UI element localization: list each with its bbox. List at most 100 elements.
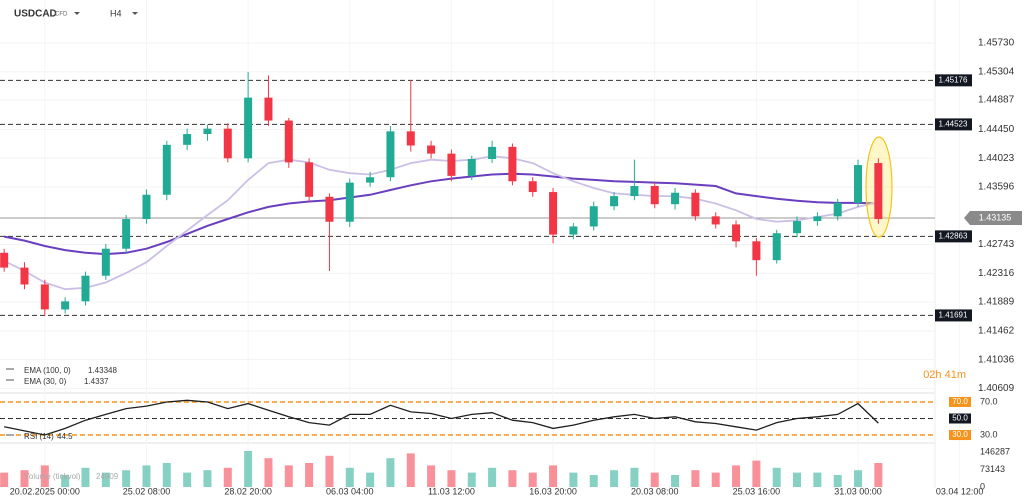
symbol[interactable]: USDCAD [14,9,57,20]
candle-body [467,159,476,176]
level-label-box [935,230,972,243]
volume-bar [671,475,680,487]
rsi-level-box [949,396,971,407]
volume-bar [508,470,517,487]
candle-body [813,216,822,222]
candle-body [793,221,802,234]
x-tick-label: 25.02 08:00 [123,486,171,496]
candle-body [427,145,436,154]
volume-bar [610,470,619,487]
legend-value: 1.4337 [84,377,109,386]
candle-body [406,131,415,146]
level-label: 1.45176 [939,75,968,84]
candle-body [386,131,395,178]
candle-body [40,284,49,310]
legend-value: 44.5 [57,432,73,441]
volume-bar [366,472,375,487]
volume-bar [630,467,639,487]
volume-tick-label: 73143 [980,464,1005,474]
candle-body [650,185,659,205]
volume-bar [447,470,456,487]
volume-bar [325,455,334,487]
y-tick-label: 1.44450 [978,124,1015,135]
candle-body [447,153,456,176]
volume-bar [467,472,476,487]
dropdown-arrow[interactable] [74,12,80,15]
volume-bar [691,470,700,487]
x-tick-label: 20.02.2025 00:00 [10,486,80,496]
x-tick-label: 31.03 00:00 [834,486,882,496]
volume-bar [772,467,781,487]
legend: EMA (100, 0) 1.43348 EMA (30, 0) 1.4337 … [6,366,119,481]
candle-body [549,192,558,235]
candle-body [183,134,192,145]
rsi-level-label: 70.0 [952,397,968,406]
candle-body [854,165,863,203]
volume-bar [732,465,741,487]
y-tick-label: 1.40609 [978,383,1015,394]
symbol-type: CFD [55,12,68,18]
candle-body [366,177,375,183]
rsi-tick-label: 70.0 [980,396,998,406]
legend-name: EMA (100, 0) [24,366,71,375]
volume-bar [528,472,537,487]
volume-bar [81,467,90,487]
candle-body [122,219,131,249]
y-tick-label: 1.43596 [978,182,1015,193]
volume-bar [101,472,110,487]
volume-bar [488,467,497,487]
volume-bar [284,465,293,487]
candle-body [874,163,883,220]
volume-bar [427,465,436,487]
volume-bar [244,451,253,487]
candle-body [752,241,761,261]
volume-bar [793,472,802,487]
volume-bar [711,472,720,487]
candle-body [488,146,497,160]
rsi-line [4,399,879,436]
x-tick-label: 28.02 20:00 [224,486,272,496]
candle-body [325,196,334,222]
level-label-box [935,118,972,131]
volume-bar [142,465,151,487]
dropdown-arrow[interactable] [132,12,138,15]
rsi-level-box [949,413,971,424]
x-tick-label: 11.03 12:00 [428,486,475,496]
candle-body [0,252,9,268]
volume-bar [345,467,354,487]
level-label: 1.41691 [939,311,968,320]
legend-icon [6,379,14,381]
candle-body [772,233,781,261]
y-tick-label: 1.44887 [978,94,1015,105]
candle-body [691,192,700,217]
volume-tick-label: 0 [980,481,985,491]
level-label: 1.42863 [939,231,968,240]
candle-body [20,267,29,285]
volume-bar [162,463,171,487]
legend-name: RSI (14) [24,432,54,441]
y-tick-label: 1.45304 [978,66,1015,77]
legend-icon [6,434,14,436]
volume-bar [569,472,578,487]
volume-bar [203,470,212,487]
current-price-box [964,211,1022,226]
timeframe[interactable]: H4 [110,8,122,18]
volume-bar [406,453,415,487]
volume-bar [854,470,863,487]
volume-bar [122,470,131,487]
candle-body [630,185,639,197]
x-tick-label: 25.03 16:00 [733,486,781,496]
candle-body [101,248,110,276]
volume-bar [650,472,659,487]
y-tick-label: 1.41036 [978,354,1015,365]
x-tick-label: 06.03 04:00 [326,486,374,496]
volume-bar [183,472,192,487]
timer: 02h 41m [923,369,966,381]
volume-bar [874,463,883,487]
volume-bar [833,475,842,487]
x-tick-label: 20.03 08:00 [631,486,679,496]
candle-body [711,216,720,225]
candle-body [142,194,151,220]
candle-body [671,192,680,205]
